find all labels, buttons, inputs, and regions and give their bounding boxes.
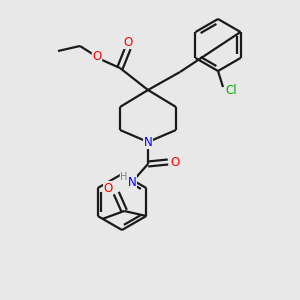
Text: H: H	[120, 172, 128, 182]
Text: O: O	[92, 50, 102, 64]
Text: Cl: Cl	[225, 85, 237, 98]
Text: O: O	[103, 182, 113, 194]
Text: N: N	[128, 176, 136, 188]
Text: O: O	[123, 35, 133, 49]
Text: O: O	[170, 155, 180, 169]
Text: N: N	[144, 136, 152, 148]
